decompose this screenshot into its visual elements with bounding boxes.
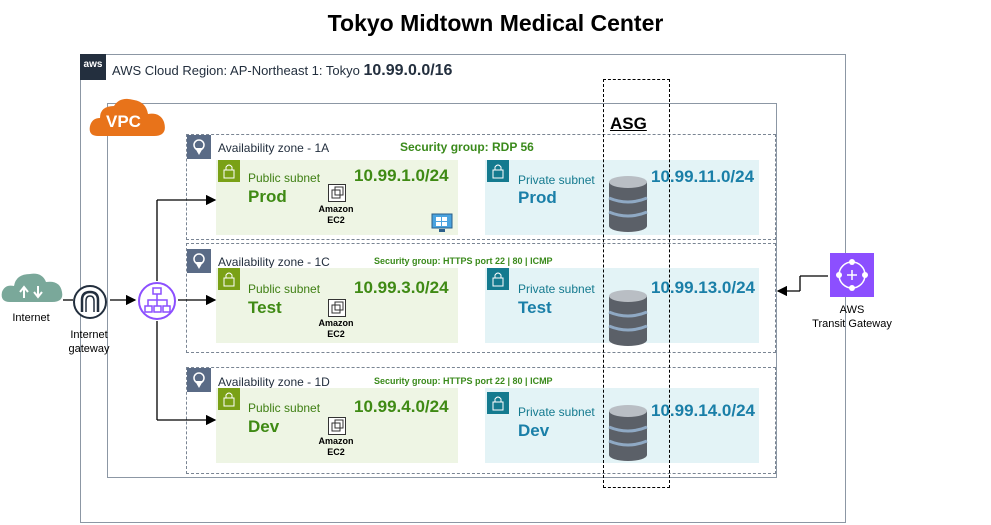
region-label: AWS Cloud Region: AP-Northeast 1: Tokyo … — [112, 62, 452, 80]
internet-gateway-icon — [72, 284, 108, 320]
windows-icon — [431, 213, 453, 233]
availability-zone-1a — [186, 134, 776, 240]
database-icon — [607, 290, 649, 346]
az-label: Availability zone - 1C — [218, 255, 330, 269]
ec2-label: Amazon EC2 — [318, 436, 354, 457]
subnet-cidr: 10.99.4.0/24 — [354, 397, 449, 416]
ec2-label: Amazon EC2 — [318, 318, 354, 339]
transit-gateway-icon — [830, 253, 874, 297]
internet-cloud-icon — [0, 268, 64, 306]
location-pin-icon — [187, 368, 211, 392]
database-icon — [607, 405, 649, 461]
subnet-type-label: Public subnet — [248, 171, 321, 185]
subnet-env-label: Prod — [248, 187, 287, 206]
aws-logo-icon: aws — [80, 54, 106, 80]
subnet-cidr: 10.99.13.0/24 — [651, 278, 755, 297]
az-label: Availability zone - 1D — [218, 375, 330, 389]
internet-gateway-label: Internet gateway — [68, 329, 110, 355]
vpc-label: VPC — [106, 112, 141, 131]
subnet-env-label: Dev — [248, 417, 280, 436]
subnet-env-label: Dev — [518, 421, 550, 440]
subnet-type-label: Public subnet — [248, 282, 321, 296]
region-name: AWS Cloud Region: AP-Northeast 1: Tokyo — [112, 63, 360, 78]
subnet-env-label: Test — [518, 298, 552, 317]
vpc-box — [107, 103, 777, 478]
lock-icon — [218, 268, 240, 290]
asg-label: ASG — [610, 114, 647, 133]
security-group-label: Security group: RDP 56 — [400, 140, 534, 154]
availability-zone-1c — [186, 243, 776, 353]
subnet-env-label: Test — [248, 298, 282, 317]
location-pin-icon — [187, 135, 211, 159]
internet-label: Internet — [12, 312, 50, 324]
security-group-label: Security group: HTTPS port 22 | 80 | ICM… — [374, 256, 553, 266]
subnet-type-label: Public subnet — [248, 401, 321, 415]
load-balancer-icon — [137, 281, 177, 321]
subnet-cidr: 10.99.3.0/24 — [354, 278, 449, 297]
transit-gateway-label: AWS Transit Gateway — [812, 304, 892, 330]
security-group-label: Security group: HTTPS port 22 | 80 | ICM… — [374, 376, 553, 386]
lock-icon — [218, 388, 240, 410]
database-icon — [607, 176, 649, 232]
ec2-icon — [328, 417, 346, 435]
subnet-type-label: Private subnet — [518, 405, 595, 419]
subnet-type-label: Private subnet — [518, 173, 595, 187]
subnet-cidr: 10.99.14.0/24 — [651, 401, 755, 420]
location-pin-icon — [187, 249, 211, 273]
lock-icon — [487, 268, 509, 290]
ec2-icon — [328, 299, 346, 317]
lock-icon — [218, 160, 240, 182]
region-cidr: 10.99.0.0/16 — [363, 62, 453, 79]
diagram-title: Tokyo Midtown Medical Center — [327, 10, 664, 36]
subnet-env-label: Prod — [518, 188, 557, 207]
asg-group-box — [603, 79, 670, 488]
subnet-type-label: Private subnet — [518, 282, 595, 296]
ec2-icon — [328, 184, 346, 202]
subnet-cidr: 10.99.11.0/24 — [651, 167, 755, 186]
az-label: Availability zone - 1A — [218, 141, 330, 155]
lock-icon — [487, 392, 509, 414]
lock-icon — [487, 160, 509, 182]
ec2-label: Amazon EC2 — [318, 204, 354, 225]
vpc-cloud-icon: VPC — [88, 96, 168, 140]
subnet-cidr: 10.99.1.0/24 — [354, 166, 449, 185]
